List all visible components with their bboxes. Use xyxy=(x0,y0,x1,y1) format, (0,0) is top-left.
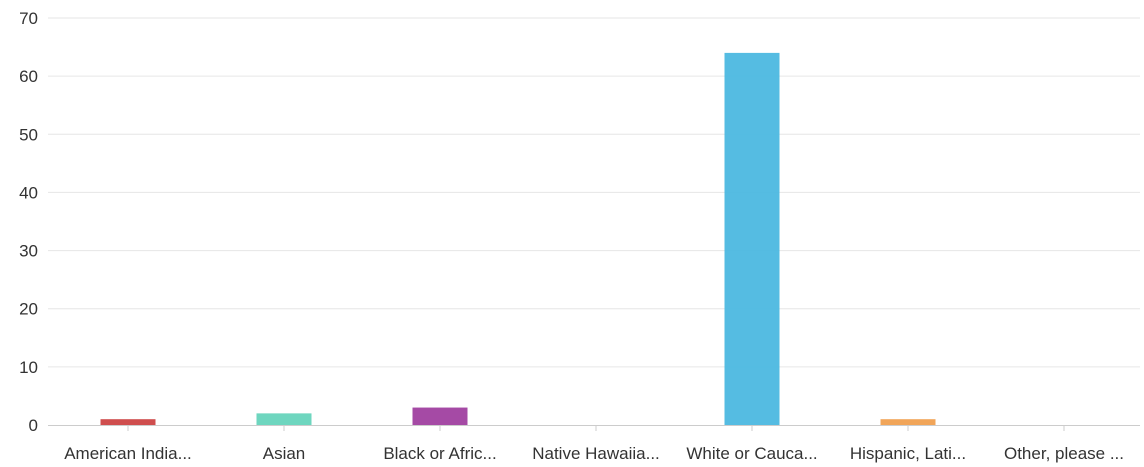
x-tick-label-1: Asian xyxy=(263,444,306,463)
x-axis-tick-labels: American India... Asian Black or Afric... N… xyxy=(64,444,1124,463)
x-tick-label-4: White or Cauca... xyxy=(686,444,817,463)
y-tick-label-30: 30 xyxy=(19,242,38,261)
x-tick-label-0: American India... xyxy=(64,444,192,463)
bars xyxy=(100,52,936,426)
y-axis-tick-labels: 0 10 20 30 40 50 60 70 xyxy=(19,9,38,435)
y-tick-label-10: 10 xyxy=(19,358,38,377)
x-axis-ticks xyxy=(127,425,1065,431)
y-tick-label-20: 20 xyxy=(19,300,38,319)
x-tick-label-3: Native Hawaiia... xyxy=(532,444,660,463)
gridlines xyxy=(48,17,1140,368)
bar-1[interactable] xyxy=(256,413,312,425)
bar-0[interactable] xyxy=(100,419,156,425)
x-tick-label-6: Other, please ... xyxy=(1004,444,1124,463)
y-tick-label-60: 60 xyxy=(19,67,38,86)
y-tick-label-0: 0 xyxy=(29,416,38,435)
y-tick-label-50: 50 xyxy=(19,125,38,144)
bar-4[interactable] xyxy=(724,52,780,426)
x-tick-label-5: Hispanic, Lati... xyxy=(850,444,966,463)
y-tick-label-40: 40 xyxy=(19,183,38,202)
bar-2[interactable] xyxy=(412,407,468,425)
x-tick-label-2: Black or Afric... xyxy=(383,444,496,463)
bar-5[interactable] xyxy=(880,419,936,425)
y-tick-label-70: 70 xyxy=(19,9,38,28)
